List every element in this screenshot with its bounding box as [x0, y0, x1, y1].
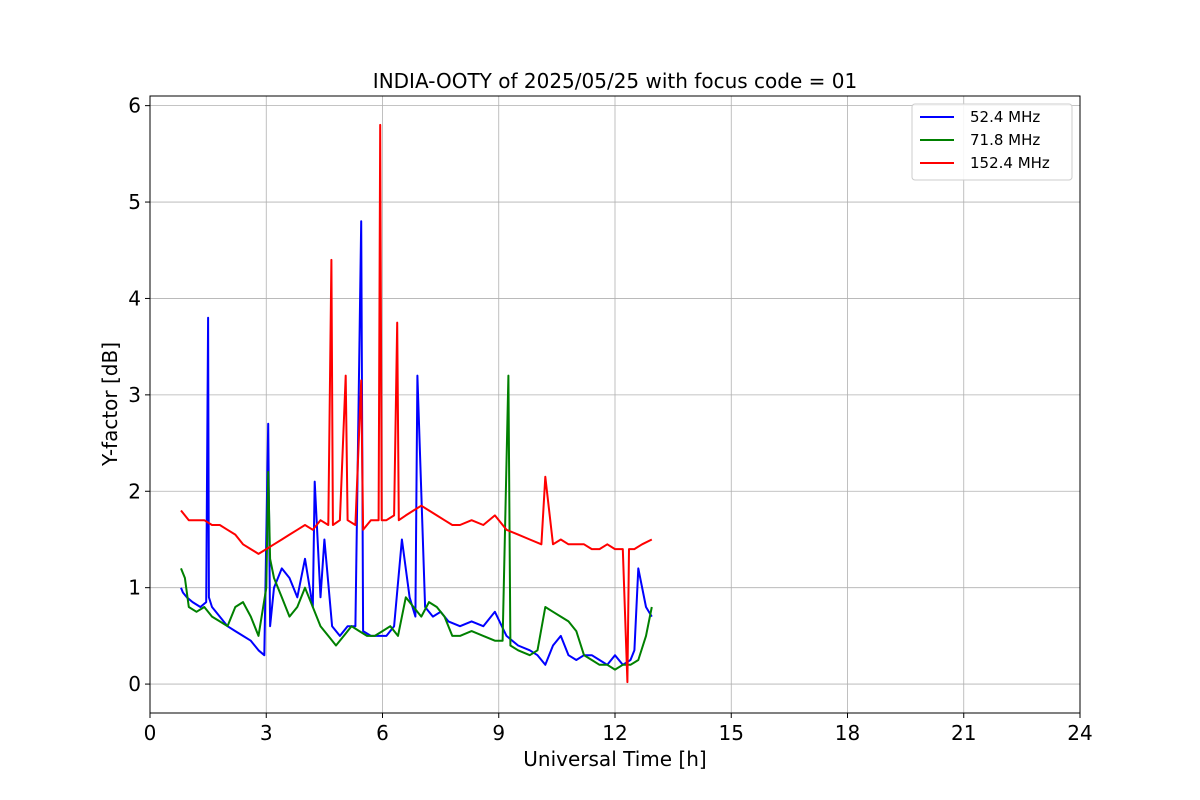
legend: 52.4 MHz 71.8 MHz 152.4 MHz	[911, 103, 1073, 181]
y-tick-label: 6	[128, 94, 141, 118]
x-tick-label: 21	[951, 721, 976, 745]
x-tick-label: 18	[835, 721, 860, 745]
y-tick-label: 1	[128, 576, 141, 600]
y-tick-label: 4	[128, 286, 141, 310]
series-line-2	[180, 123, 653, 684]
legend-box	[911, 103, 1073, 181]
y-axis-label: Y-factor [dB]	[98, 342, 122, 467]
legend-label-1: 71.8 MHz	[970, 131, 1040, 149]
x-tick-label: 6	[376, 721, 389, 745]
legend-label-2: 152.4 MHz	[970, 154, 1050, 172]
series-layer	[180, 123, 653, 684]
series-line-1	[180, 374, 653, 671]
x-tick-label: 3	[260, 721, 273, 745]
x-tick-label: 24	[1067, 721, 1092, 745]
x-axis-label: Universal Time [h]	[523, 747, 706, 771]
series-line-0	[180, 220, 653, 666]
legend-label-0: 52.4 MHz	[970, 108, 1040, 126]
x-tick-label: 15	[719, 721, 744, 745]
chart-title: INDIA-OOTY of 2025/05/25 with focus code…	[373, 69, 857, 93]
y-tick-label: 2	[128, 479, 141, 503]
y-tick-label: 0	[128, 672, 141, 696]
x-tick-label: 9	[492, 721, 505, 745]
x-tick-label: 0	[144, 721, 157, 745]
x-tick-label: 12	[602, 721, 627, 745]
y-tick-label: 5	[128, 190, 141, 214]
y-tick-label: 3	[128, 383, 141, 407]
